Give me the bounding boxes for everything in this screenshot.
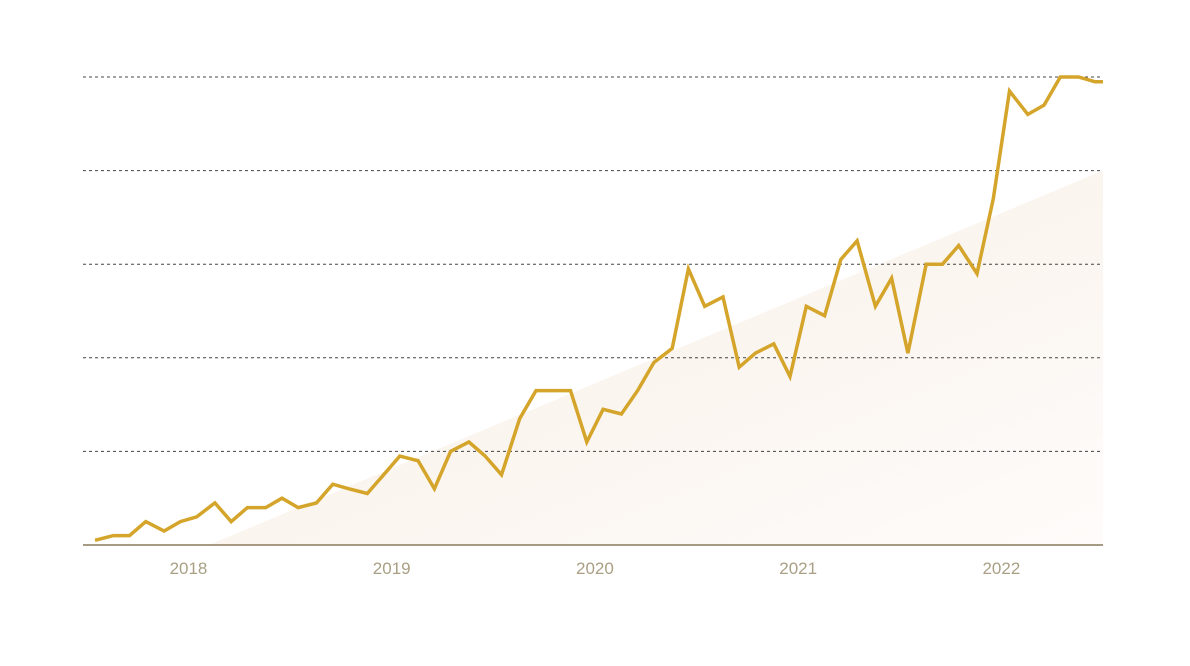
data-point <box>485 456 486 457</box>
x-tick-label: 2020 <box>576 559 614 578</box>
data-point <box>773 343 774 344</box>
data-point <box>214 502 215 503</box>
data-point <box>399 456 400 457</box>
data-point <box>723 297 724 298</box>
data-point <box>434 488 435 489</box>
data-point <box>688 268 689 269</box>
data-point <box>298 507 299 508</box>
data-point <box>180 521 181 522</box>
data-point <box>1044 105 1045 106</box>
data-point <box>653 362 654 363</box>
data-point <box>977 273 978 274</box>
data-point <box>993 198 994 199</box>
data-point <box>672 348 673 349</box>
data-point <box>247 507 248 508</box>
data-point <box>1094 81 1095 82</box>
data-point <box>824 315 825 316</box>
data-point <box>349 488 350 489</box>
data-point <box>1009 91 1010 92</box>
data-point <box>1103 81 1104 82</box>
data-point <box>450 451 451 452</box>
data-point <box>383 474 384 475</box>
series-line <box>94 75 1103 542</box>
data-point <box>637 390 638 391</box>
data-point <box>265 507 266 508</box>
data-point <box>891 278 892 279</box>
data-point <box>857 240 858 241</box>
data-point <box>806 306 807 307</box>
data-point <box>332 484 333 485</box>
data-point <box>755 353 756 354</box>
data-point <box>942 264 943 265</box>
data-point <box>739 367 740 368</box>
data-point <box>926 264 927 265</box>
data-point <box>95 540 96 541</box>
data-point <box>164 531 165 532</box>
data-point <box>1078 77 1079 78</box>
data-point <box>196 516 197 517</box>
data-point <box>790 376 791 377</box>
data-point <box>603 409 604 410</box>
data-point <box>570 390 571 391</box>
data-point <box>367 493 368 494</box>
data-point <box>586 442 587 443</box>
data-point <box>552 390 553 391</box>
data-point <box>129 535 130 536</box>
data-point <box>621 414 622 415</box>
data-point <box>113 535 114 536</box>
data-point <box>145 521 146 522</box>
data-point <box>704 306 705 307</box>
x-tick-label: 2022 <box>982 559 1020 578</box>
data-point <box>875 306 876 307</box>
data-point <box>418 460 419 461</box>
data-point <box>282 498 283 499</box>
x-tick-label: 2021 <box>779 559 817 578</box>
data-point <box>468 442 469 443</box>
data-point <box>536 390 537 391</box>
data-point <box>501 474 502 475</box>
data-point <box>840 259 841 260</box>
data-point <box>907 353 908 354</box>
data-point <box>316 502 317 503</box>
data-point <box>958 245 959 246</box>
data-point <box>519 418 520 419</box>
data-point <box>1060 77 1061 78</box>
data-point <box>1027 114 1028 115</box>
data-point <box>231 521 232 522</box>
x-tick-label: 2019 <box>373 559 411 578</box>
x-tick-label: 2018 <box>170 559 208 578</box>
